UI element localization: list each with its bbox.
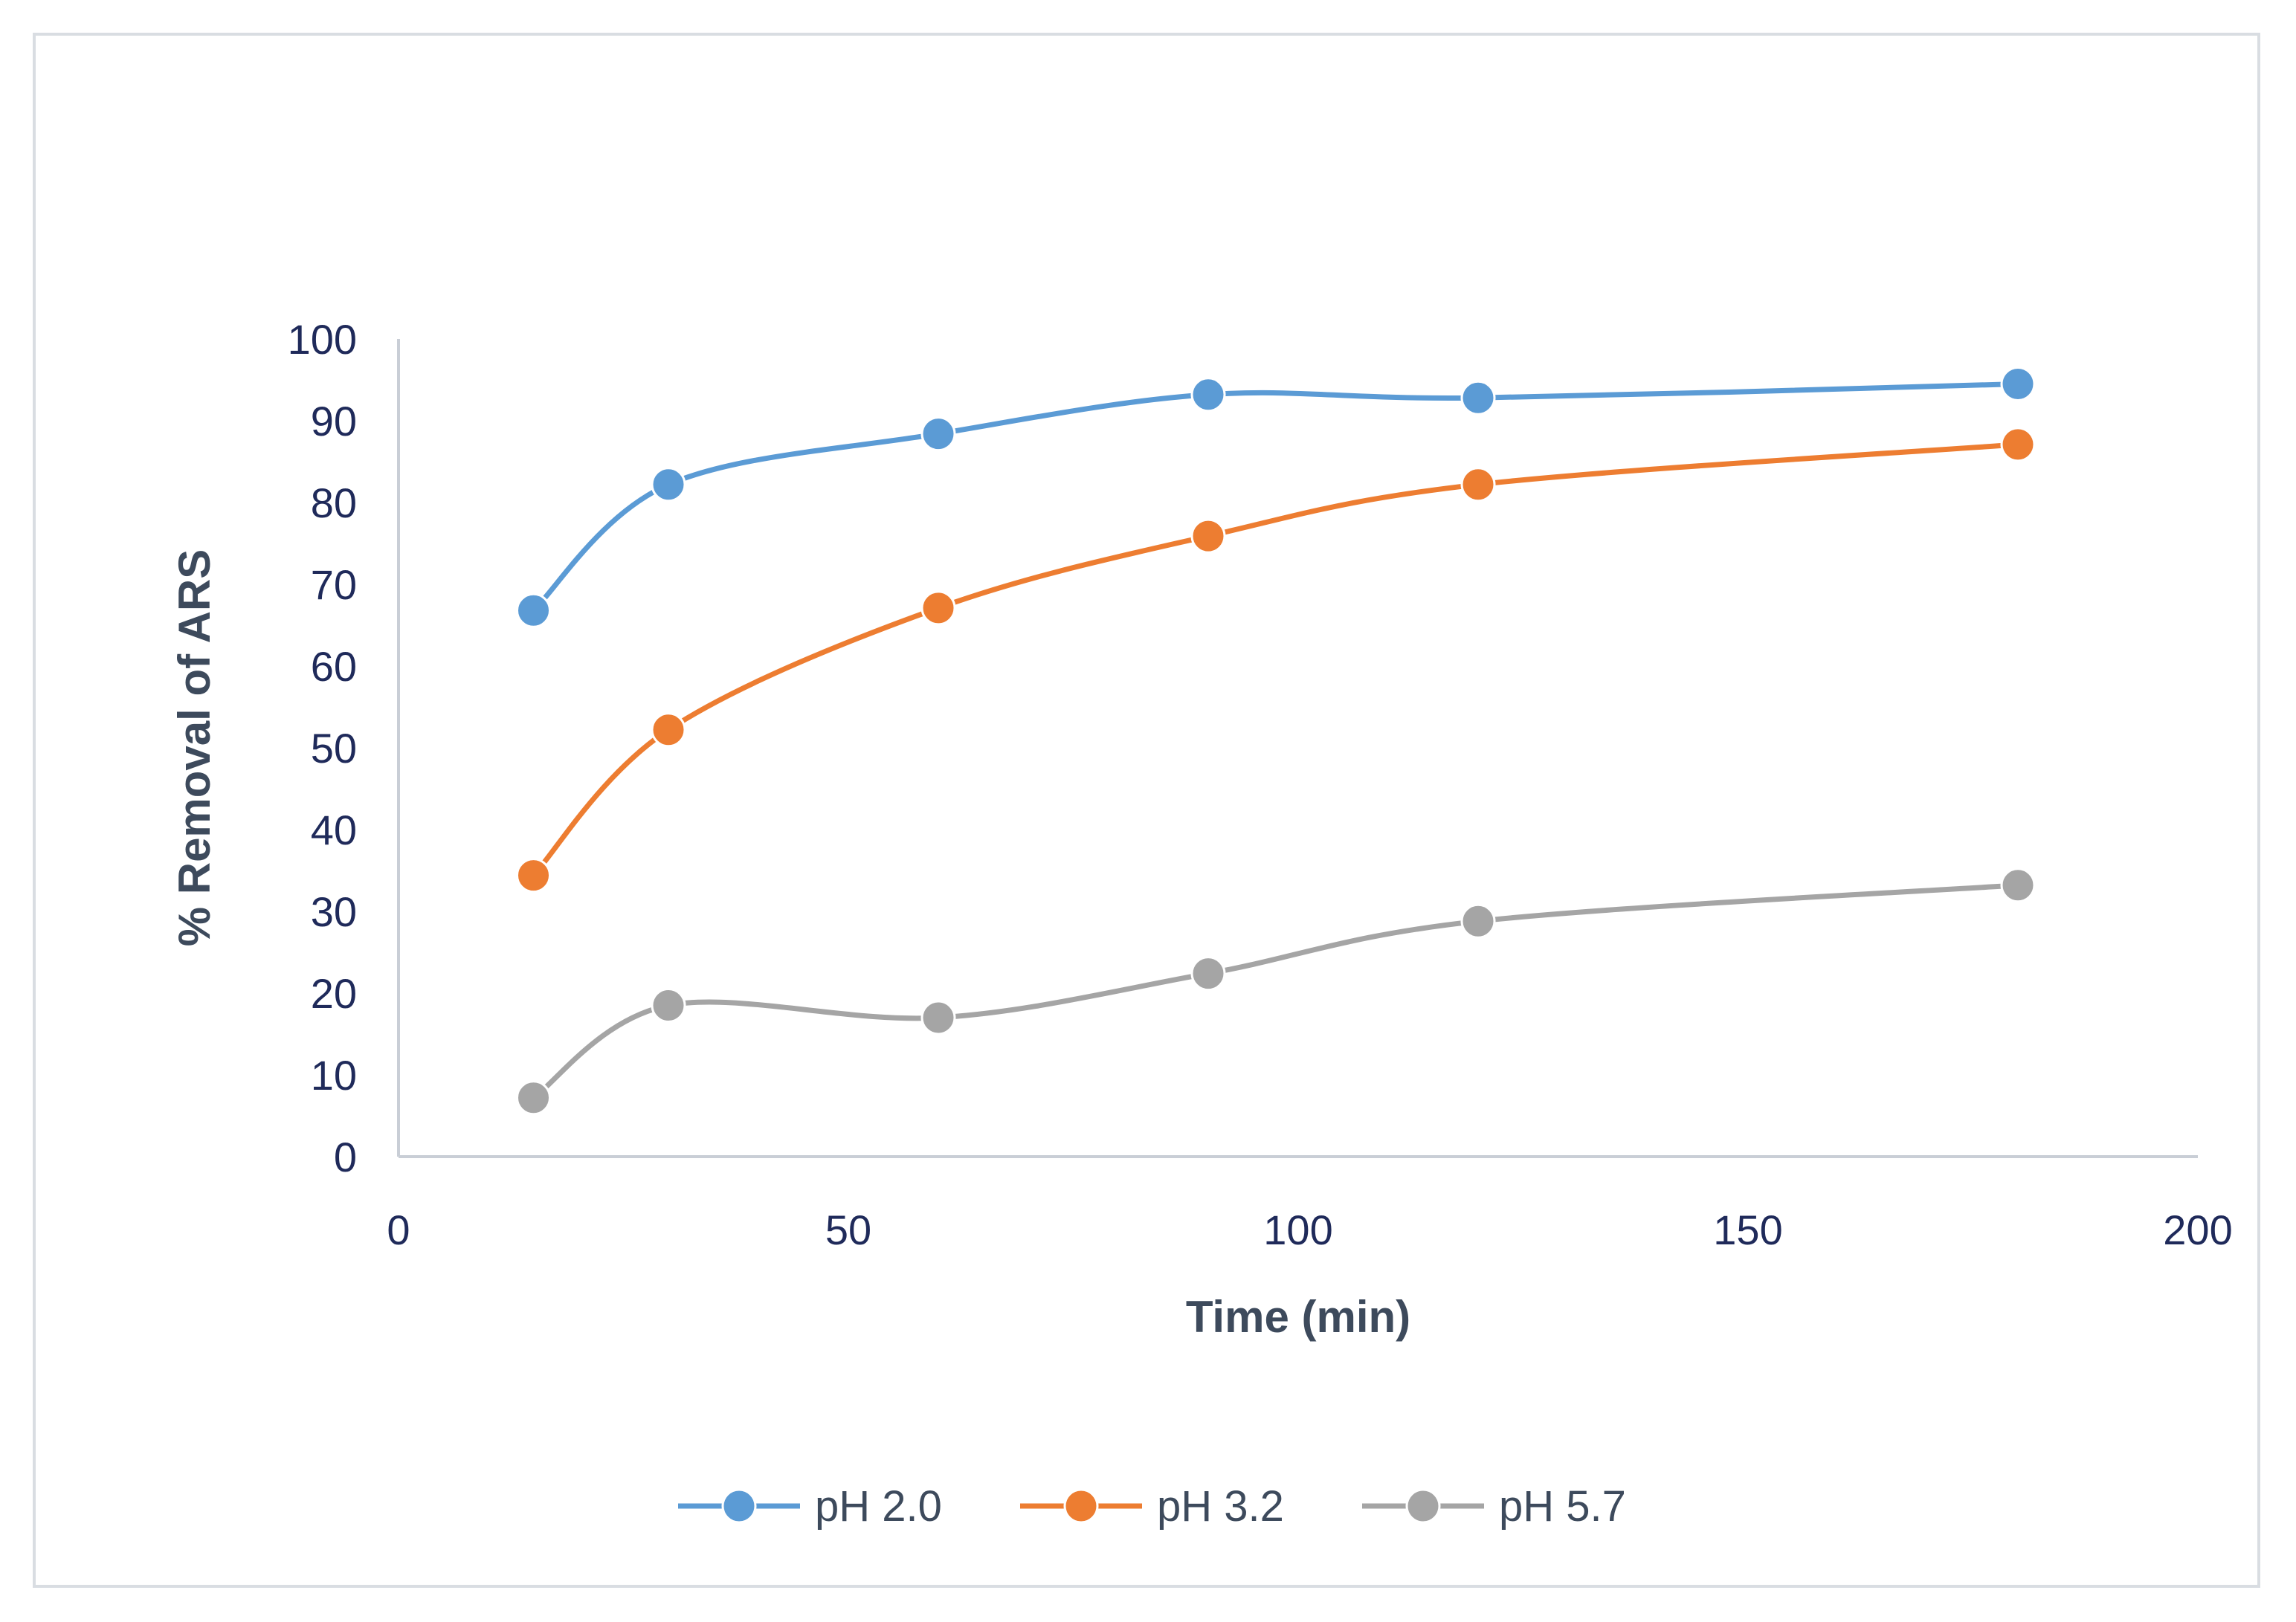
series-3	[516, 867, 2036, 1116]
x-tick-label: 100	[1263, 1206, 1332, 1253]
x-tick-label: 150	[1713, 1206, 1782, 1253]
data-point	[516, 858, 551, 894]
x-tick-label: 50	[825, 1206, 871, 1253]
y-axis-title: % Removal of ARS	[170, 549, 219, 947]
legend-item: pH 5.7	[1362, 1482, 1626, 1531]
data-point	[2000, 867, 2036, 903]
data-point	[516, 1080, 551, 1116]
legend-label: pH 3.2	[1157, 1482, 1284, 1531]
y-tick-label: 50	[311, 725, 357, 772]
y-tick-label: 20	[311, 970, 357, 1017]
y-tick-label: 100	[288, 316, 357, 363]
data-point	[516, 592, 551, 628]
axes	[397, 339, 2198, 1158]
data-point	[1190, 377, 1226, 413]
legend-swatch-marker	[1405, 1488, 1441, 1524]
y-tick-label: 30	[311, 888, 357, 935]
series-line	[532, 882, 2019, 1100]
y-tick-label: 60	[311, 643, 357, 690]
series-1	[516, 366, 2036, 628]
data-point	[1460, 903, 1496, 939]
x-axis-title: Time (min)	[1186, 1292, 1410, 1342]
legend-item: pH 3.2	[1020, 1482, 1284, 1531]
legend-swatch-marker	[1063, 1488, 1099, 1524]
series-line	[531, 442, 2019, 877]
legend-item: pH 2.0	[678, 1482, 942, 1531]
data-point	[1190, 518, 1226, 554]
chart-frame	[33, 33, 2260, 1588]
y-tick-label: 40	[311, 807, 357, 853]
series-line	[532, 381, 2019, 613]
series-2	[516, 427, 2036, 894]
data-point	[2000, 366, 2036, 401]
y-tick-label: 70	[311, 561, 357, 608]
data-point	[1460, 467, 1496, 503]
data-point	[1190, 956, 1226, 992]
legend-label: pH 2.0	[815, 1482, 942, 1531]
legend: pH 2.0 pH 3.2 pH 5.7	[678, 1482, 1626, 1531]
series-layer	[516, 366, 2036, 1116]
data-point	[651, 467, 686, 503]
y-tick-label: 80	[311, 479, 357, 526]
data-point	[920, 416, 956, 452]
data-point	[920, 590, 956, 626]
data-point	[2000, 427, 2036, 462]
x-tick-labels: 0 50 100 150 200	[387, 1206, 2232, 1253]
data-point	[651, 988, 686, 1023]
y-tick-label: 90	[311, 398, 357, 445]
y-tick-label: 0	[334, 1134, 357, 1180]
data-point	[920, 1000, 956, 1035]
x-tick-label: 200	[2163, 1206, 2232, 1253]
y-tick-labels: 0 10 20 30 40 50 60 70 80 90 100	[288, 316, 357, 1180]
data-point	[651, 712, 686, 748]
legend-swatch-marker	[721, 1488, 757, 1524]
x-tick-label: 0	[387, 1206, 410, 1253]
legend-label: pH 5.7	[1499, 1482, 1626, 1531]
data-point	[1460, 380, 1496, 416]
y-tick-label: 10	[311, 1052, 357, 1099]
